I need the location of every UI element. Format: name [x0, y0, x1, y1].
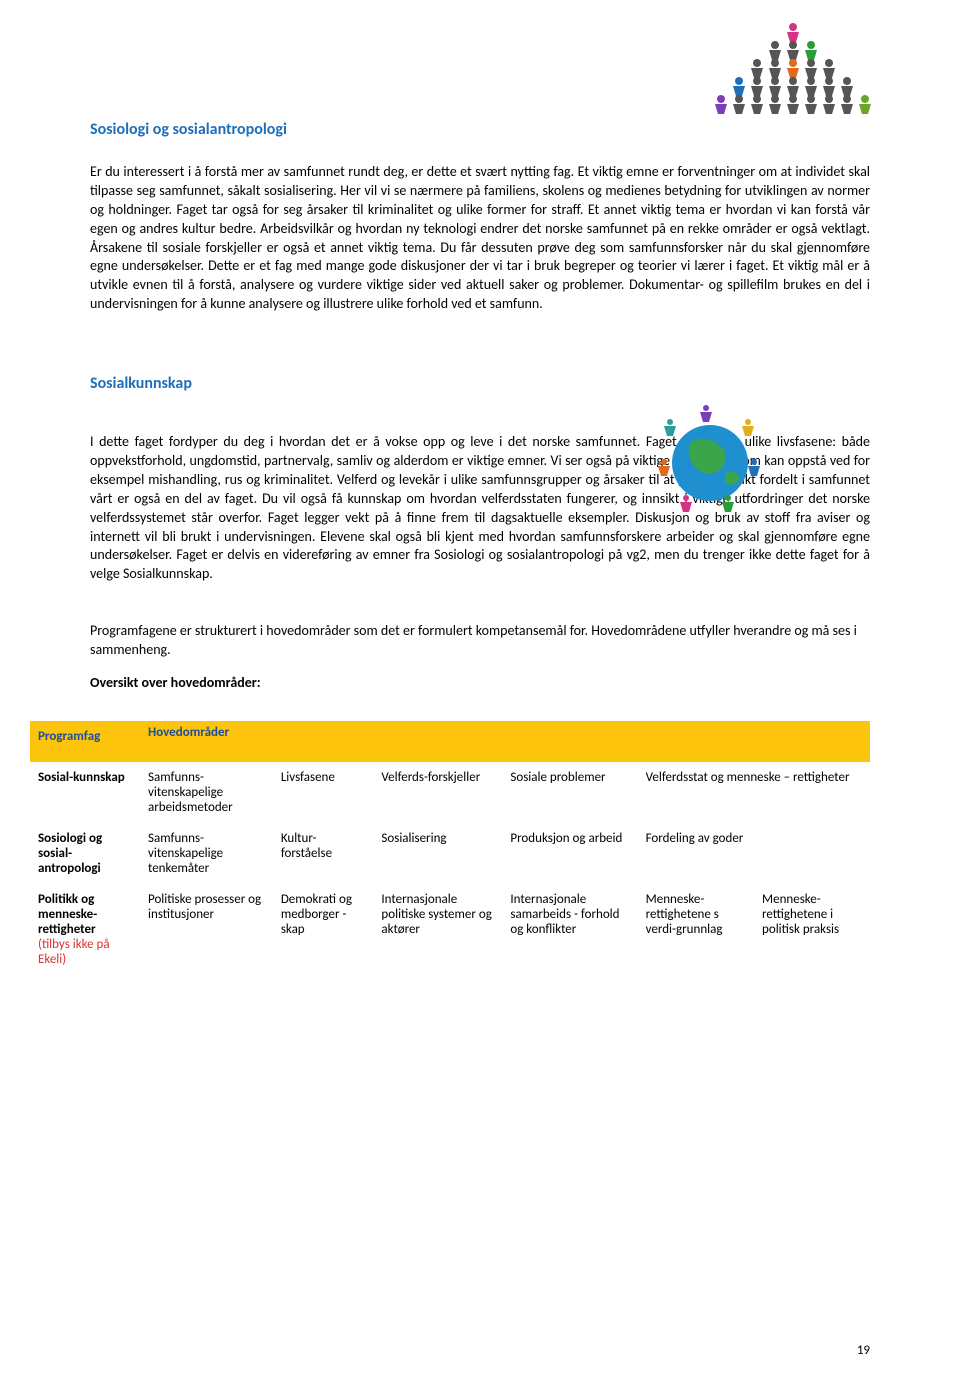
table-cell: Sosiale problemer — [502, 762, 637, 823]
section1-body: Er du interessert i å forstå mer av samf… — [90, 163, 870, 314]
table-cell: Internasjonale samarbeids - forhold og k… — [502, 884, 637, 975]
header-hovedomraader: Hovedområder — [140, 721, 870, 762]
page-number: 19 — [857, 1343, 870, 1358]
table-cell: Produksjon og arbeid — [502, 823, 637, 884]
table-cell: Samfunns-vitenskapelige tenkemåter — [140, 823, 273, 884]
table-cell: Samfunns-vitenskapelige arbeidsmetoder — [140, 762, 273, 823]
structure-intro: Programfagene er strukturert i hovedområ… — [90, 622, 870, 660]
section-heading-sosialkunnskap: Sosialkunnskap — [90, 374, 870, 393]
table-cell: Internasjonale politiske systemer og akt… — [373, 884, 502, 975]
table-cell: Politiske prosesser og institusjoner — [140, 884, 273, 975]
table-cell: Velferdsstat og menneske – rettigheter — [638, 762, 870, 823]
table-header-row: Programfag Hovedområder — [30, 721, 870, 762]
table-cell: Menneske-rettighetene s verdi-grunnlag — [638, 884, 754, 975]
table-cell: Fordeling av goder — [638, 823, 870, 884]
table-cell: Velferds-forskjeller — [373, 762, 502, 823]
row-label: Politikk og menneske-rettigheter (tilbys… — [30, 884, 140, 975]
row-label: Sosial-kunnskap — [30, 762, 140, 823]
table-cell: Demokrati og medborger - skap — [273, 884, 374, 975]
table-cell: Livsfasene — [273, 762, 374, 823]
table-cell: Kultur-forståelse — [273, 823, 374, 884]
header-programfag: Programfag — [30, 721, 140, 762]
table-cell: Sosialisering — [373, 823, 502, 884]
hovedomraader-table: Programfag Hovedområder Sosial-kunnskap … — [30, 721, 870, 975]
globe-people-icon — [650, 398, 770, 518]
table-row: Sosial-kunnskap Samfunns-vitenskapelige … — [30, 762, 870, 823]
table-caption: Oversikt over hovedområder: — [90, 674, 870, 691]
row-note: (tilbys ikke på Ekeli) — [38, 937, 110, 967]
table-row: Politikk og menneske-rettigheter (tilbys… — [30, 884, 870, 975]
row-label: Sosiologi og sosial-antropologi — [30, 823, 140, 884]
row-label-text: Politikk og menneske-rettigheter — [38, 892, 97, 937]
people-pyramid-icon — [708, 18, 878, 128]
table-row: Sosiologi og sosial-antropologi Samfunns… — [30, 823, 870, 884]
table-cell: Menneske-rettighetene i politisk praksis — [754, 884, 870, 975]
